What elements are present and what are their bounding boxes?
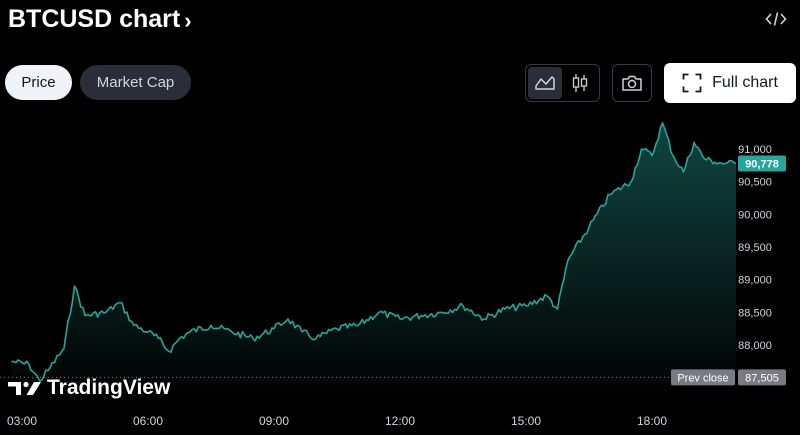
tradingview-wordmark: TradingView (47, 376, 171, 399)
tab-price-label: Price (21, 74, 56, 91)
time-tick-label: 03:00 (7, 414, 37, 428)
full-chart-label: Full chart (712, 74, 778, 91)
snapshot-button[interactable] (612, 64, 652, 102)
price-axis: 91,000 90,500 90,000 89,500 89,000 88,500 88,0… (671, 144, 786, 386)
price-tick-label: 89,500 (738, 242, 772, 254)
code-icon[interactable] (764, 10, 788, 28)
tradingview-logo: TradingView (8, 376, 170, 400)
prev-close-value-badge (738, 369, 786, 386)
prev-close-text: Prev close (677, 372, 728, 384)
candlestick-chart-button[interactable] (564, 67, 598, 99)
chart-style-toggle (525, 64, 600, 102)
last-price-label: 90,778 (745, 159, 779, 171)
price-area-fill (11, 122, 736, 389)
time-tick-label: 12:00 (385, 414, 415, 428)
last-price-badge (738, 155, 786, 172)
area-chart-button[interactable] (528, 67, 562, 99)
tab-market-cap-label: Market Cap (96, 74, 175, 91)
chevron-right-icon: › (184, 7, 192, 33)
full-chart-button[interactable]: Full chart (664, 63, 796, 103)
price-tick-label: 90,000 (738, 209, 772, 221)
camera-icon (622, 75, 642, 91)
candlestick-icon (573, 74, 588, 92)
chart-title-link[interactable]: BTCUSD chart › (8, 5, 192, 34)
tab-market-cap[interactable]: Market Cap (80, 65, 191, 100)
price-tick-label: 91,000 (738, 144, 772, 156)
tradingview-logo-icon (8, 381, 41, 395)
area-chart-icon (535, 76, 555, 90)
time-tick-label: 09:00 (259, 414, 289, 428)
expand-icon (682, 73, 702, 93)
price-tick-label: 88,500 (738, 307, 772, 319)
price-line (11, 122, 737, 382)
time-tick-label: 06:00 (133, 414, 163, 428)
price-tick-label: 89,000 (738, 275, 772, 287)
chart-title: BTCUSD chart (8, 5, 181, 33)
prev-close-badge (671, 369, 735, 386)
time-tick-label: 18:00 (637, 414, 667, 428)
tab-price[interactable]: Price (5, 65, 72, 100)
plot-area (0, 122, 737, 389)
price-tick-label: 88,000 (738, 340, 772, 352)
price-tick-label: 90,500 (738, 177, 772, 189)
time-tick-label: 15:00 (511, 414, 541, 428)
time-axis: 03:00 06:00 09:00 12:00 15:00 18:00 (7, 414, 667, 428)
prev-close-value: 87,505 (745, 372, 779, 384)
price-chart[interactable]: 91,000 90,500 90,000 89,500 89,000 88,500 88,0… (0, 110, 800, 435)
